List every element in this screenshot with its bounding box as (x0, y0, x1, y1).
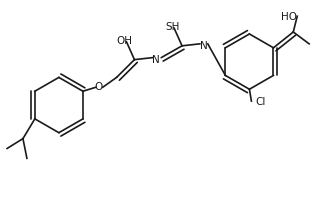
Text: O: O (95, 82, 103, 92)
Text: Cl: Cl (255, 97, 266, 107)
Text: OH: OH (116, 36, 132, 46)
Text: HO: HO (281, 12, 297, 22)
Text: N: N (152, 55, 160, 65)
Text: SH: SH (165, 22, 179, 32)
Text: N: N (200, 41, 208, 51)
